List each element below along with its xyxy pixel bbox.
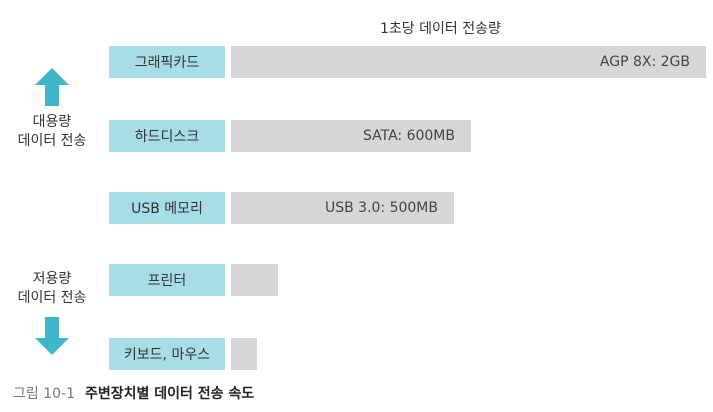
low-volume-line2: 데이터 전송 <box>17 290 87 306</box>
arrow-up-icon <box>35 68 69 106</box>
figure-caption: 그림 10-1 주변장치별 데이터 전송 속도 <box>13 383 254 403</box>
row-label-printer: 프린터 <box>109 264 225 296</box>
bar-printer <box>231 264 278 296</box>
bar-usb-memory: USB 3.0: 500MB <box>231 192 454 224</box>
row-label-graphics-card: 그래픽카드 <box>109 46 225 78</box>
bar-graphics-card: AGP 8X: 2GB <box>231 46 706 78</box>
figure-number: 그림 10-1 <box>13 386 75 402</box>
diagram-title: 1초당 데이터 전송량 <box>380 21 501 37</box>
arrow-down-icon <box>35 317 69 355</box>
bar-text-graphics-card: AGP 8X: 2GB <box>599 54 690 70</box>
bar-text-usb-memory: USB 3.0: 500MB <box>324 200 438 216</box>
high-volume-line2: 데이터 전송 <box>17 133 87 149</box>
high-volume-label: 대용량 데이터 전송 <box>12 113 92 151</box>
low-volume-line1: 저용량 <box>32 271 72 287</box>
high-volume-line1: 대용량 <box>32 114 72 130</box>
bar-hard-disk: SATA: 600MB <box>231 120 471 152</box>
row-label-hard-disk: 하드디스크 <box>109 120 225 152</box>
figure-title: 주변장치별 데이터 전송 속도 <box>84 386 255 402</box>
row-label-usb-memory: USB 메모리 <box>109 192 225 224</box>
low-volume-label: 저용량 데이터 전송 <box>12 270 92 308</box>
bar-keyboard-mouse <box>231 338 257 370</box>
bar-text-hard-disk: SATA: 600MB <box>362 128 455 144</box>
row-label-keyboard-mouse: 키보드, 마우스 <box>109 338 225 370</box>
